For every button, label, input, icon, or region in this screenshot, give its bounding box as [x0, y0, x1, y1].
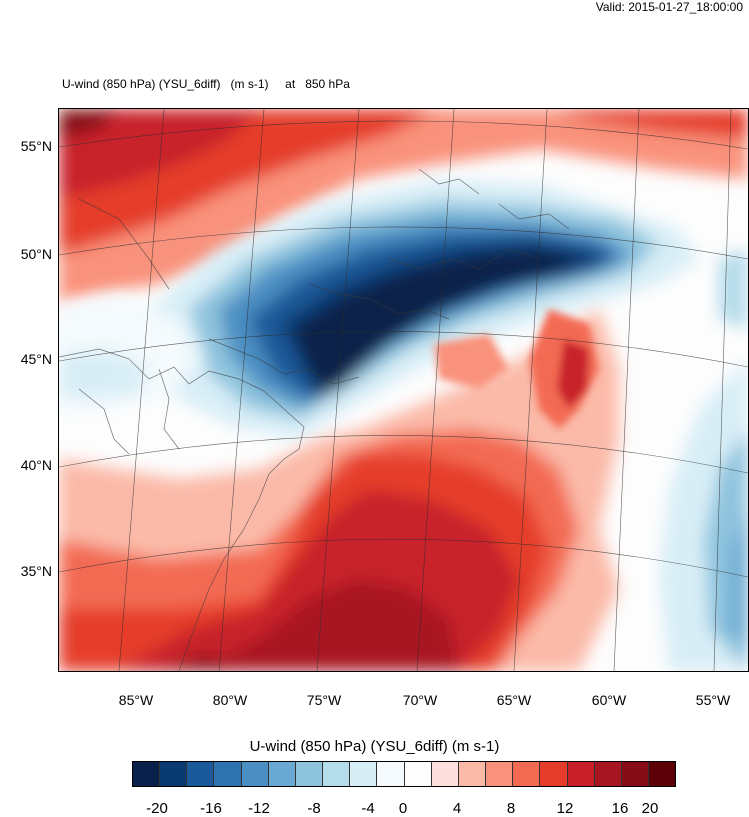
colorbar-label: 16: [611, 800, 629, 817]
colorbar-swatch: [295, 762, 324, 786]
colorbar-swatch: [486, 762, 514, 786]
colorbar-swatch: [133, 762, 161, 786]
lon-label-65: 65°W: [496, 692, 532, 708]
colorbar-swatch: [404, 762, 432, 786]
colorbar-label: -4: [361, 800, 375, 817]
colorbar-swatch: [187, 762, 215, 786]
colorbar-swatch: [594, 762, 622, 786]
valid-time: Valid: 2015-01-27_18:00:00: [595, 0, 743, 14]
colorbar-swatch: [621, 762, 649, 786]
colorbar-title: U-wind (850 hPa) (YSU_6diff) (m s-1): [249, 738, 500, 755]
colorbar-label: 12: [556, 800, 574, 817]
colorbar-label: -12: [248, 800, 270, 817]
lon-label-85: 85°W: [118, 692, 154, 708]
lat-label-50: 50°N: [20, 246, 52, 262]
colorbar-swatch: [431, 762, 459, 786]
lat-label-55: 55°N: [20, 138, 52, 154]
colorbar-swatch: [350, 762, 378, 786]
wind-field-svg: [59, 109, 748, 671]
lon-label-55: 55°W: [695, 692, 731, 708]
colorbar-swatch: [567, 762, 595, 786]
lat-label-40: 40°N: [20, 457, 52, 473]
lat-label-35: 35°N: [20, 563, 52, 579]
colorbar-swatch: [540, 762, 568, 786]
colorbar-label: -8: [307, 800, 321, 817]
colorbar-label: -20: [146, 800, 168, 817]
colorbar-swatch: [214, 762, 242, 786]
map-title: U-wind (850 hPa) (YSU_6diff) (m s-1) at …: [62, 77, 350, 91]
lon-label-60: 60°W: [591, 692, 627, 708]
lat-label-45: 45°N: [20, 351, 52, 367]
colorbar-label: -16: [200, 800, 222, 817]
colorbar: [132, 761, 676, 787]
lon-label-80: 80°W: [212, 692, 248, 708]
colorbar-label: 8: [506, 800, 516, 817]
colorbar-swatch: [513, 762, 541, 786]
lon-label-75: 75°W: [306, 692, 342, 708]
lon-label-70: 70°W: [402, 692, 438, 708]
colorbar-swatch: [323, 762, 351, 786]
colorbar-swatch: [160, 762, 188, 786]
colorbar-label: 20: [641, 800, 659, 817]
colorbar-swatch: [268, 762, 296, 786]
colorbar-label: 4: [452, 800, 462, 817]
colorbar-label: 0: [398, 800, 408, 817]
wind-map: [58, 108, 749, 672]
colorbar-swatch: [458, 762, 487, 786]
colorbar-swatch: [648, 762, 676, 786]
colorbar-swatch: [241, 762, 269, 786]
colorbar-swatch: [377, 762, 405, 786]
